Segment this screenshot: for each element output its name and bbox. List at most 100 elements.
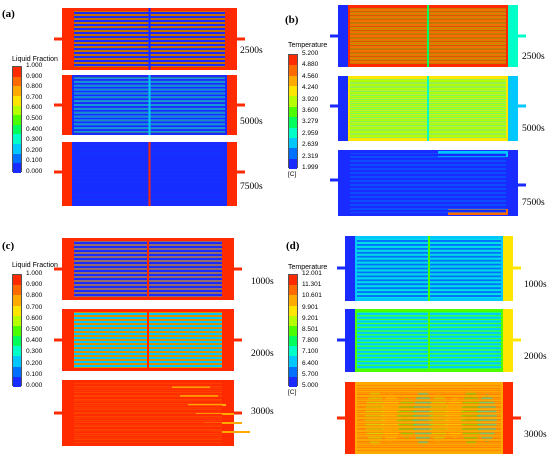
tube	[74, 414, 222, 417]
colorbar-segment	[13, 115, 21, 125]
tube	[350, 170, 506, 172]
tube	[357, 447, 501, 450]
colorbar-segment	[13, 346, 21, 357]
colorbar-segment	[289, 305, 297, 316]
header-right	[227, 8, 237, 70]
legend-tick-label: 2.959	[302, 129, 319, 137]
legend-temperature-b: Temperature	[288, 42, 327, 49]
legend-tick-label: 0.400	[26, 337, 43, 345]
time-label-d1: 1000s	[524, 280, 547, 290]
legend-tick-label: 0.900	[26, 281, 43, 289]
legend-tick-label: 0.500	[26, 115, 43, 122]
center-divider	[148, 75, 151, 135]
header-left	[345, 236, 355, 301]
heat-exchanger-contour	[330, 5, 526, 67]
header-right	[227, 142, 237, 206]
outlet-port	[235, 103, 245, 107]
time-label-c1: 1000s	[251, 277, 274, 287]
time-label-c2: 2000s	[251, 349, 274, 359]
colorbar-segment	[289, 295, 297, 306]
legend-tick-label: 0.200	[26, 146, 43, 154]
inlet-port	[54, 170, 64, 174]
tube	[74, 435, 222, 438]
colorbar-segment	[13, 366, 21, 377]
header-left	[62, 142, 72, 206]
inlet-port	[54, 338, 64, 342]
legend-tick-label: 0.600	[26, 104, 43, 112]
legend-tick-label: 0.700	[26, 303, 43, 311]
tube	[74, 418, 222, 421]
legend-tick-label: 9.201	[302, 314, 319, 322]
colorbar-segment	[289, 346, 297, 357]
colorbar-segment	[289, 75, 297, 87]
legend-tick-label: 6.400	[302, 359, 319, 367]
inlet-port	[330, 34, 340, 38]
panel-label-d: (d)	[286, 240, 300, 252]
residual-solid	[172, 386, 210, 388]
header-left	[338, 76, 348, 141]
colorbar-segment	[289, 148, 297, 159]
tube	[350, 158, 506, 160]
header-right	[227, 75, 237, 135]
colorbar-segment	[13, 153, 21, 164]
outlet-port	[516, 34, 526, 38]
heat-exchanger-contour	[330, 150, 526, 216]
legend-tick-label: 5.000	[302, 382, 319, 389]
outlet-port	[232, 411, 242, 415]
legend-tick-label: 4.560	[302, 72, 319, 80]
colorbar-segment	[13, 376, 21, 387]
colorbar-segment	[13, 295, 21, 306]
outlet-port	[516, 183, 526, 187]
colorbar-segment	[13, 163, 21, 173]
tube	[74, 405, 222, 408]
header-left	[62, 309, 72, 371]
colorbar-segment	[289, 285, 297, 296]
colorbar-segment	[289, 315, 297, 326]
legend-tick-label: 4.240	[302, 84, 319, 92]
time-label-b3: 7500s	[522, 198, 545, 208]
center-divider	[427, 5, 429, 67]
inlet-port	[54, 411, 64, 415]
colorbar-segment	[289, 356, 297, 367]
inlet-port	[337, 338, 347, 342]
header-right	[508, 76, 518, 141]
legend-tick-label: 2.639	[302, 141, 319, 149]
residual-solid	[204, 422, 242, 424]
tube	[350, 178, 506, 180]
time-label-a1: 2500s	[240, 46, 263, 56]
legend-tick-label: 0.800	[26, 292, 43, 300]
colorbar-segment	[13, 275, 21, 286]
outlet-port	[232, 267, 242, 271]
tube	[357, 399, 501, 402]
legend-tick-label: 12.001	[302, 270, 322, 277]
legend-liquid-fraction-a: Liquid Fraction	[12, 56, 58, 63]
legend-tick-label: 0.000	[26, 168, 43, 175]
legend-tick-label: 11.301	[302, 281, 322, 289]
heat-exchanger-contour	[54, 238, 242, 300]
legend-tick-label: 1.999	[302, 164, 319, 171]
header-left	[345, 382, 355, 454]
colorbar	[12, 274, 22, 387]
legend-tick-label: 0.800	[26, 83, 43, 91]
colorbar-segment	[13, 336, 21, 347]
outlet-port	[235, 170, 245, 174]
colorbar-segment	[289, 275, 297, 286]
tube	[350, 190, 506, 192]
header-right	[503, 309, 513, 372]
colorbar-segment	[13, 315, 21, 326]
time-label-d2: 2000s	[524, 352, 547, 362]
legend-tick-label: 0.500	[26, 326, 43, 333]
tube	[350, 154, 506, 156]
tube	[74, 401, 222, 404]
colorbar-segment	[289, 106, 297, 118]
tube	[350, 198, 506, 200]
tube	[357, 421, 501, 424]
header-right	[224, 309, 234, 371]
tube	[350, 186, 506, 188]
center-divider	[147, 309, 149, 371]
inlet-port	[337, 416, 347, 420]
tube	[350, 174, 506, 176]
tube	[350, 202, 506, 204]
header-left	[345, 309, 355, 372]
colorbar-segment	[13, 285, 21, 296]
